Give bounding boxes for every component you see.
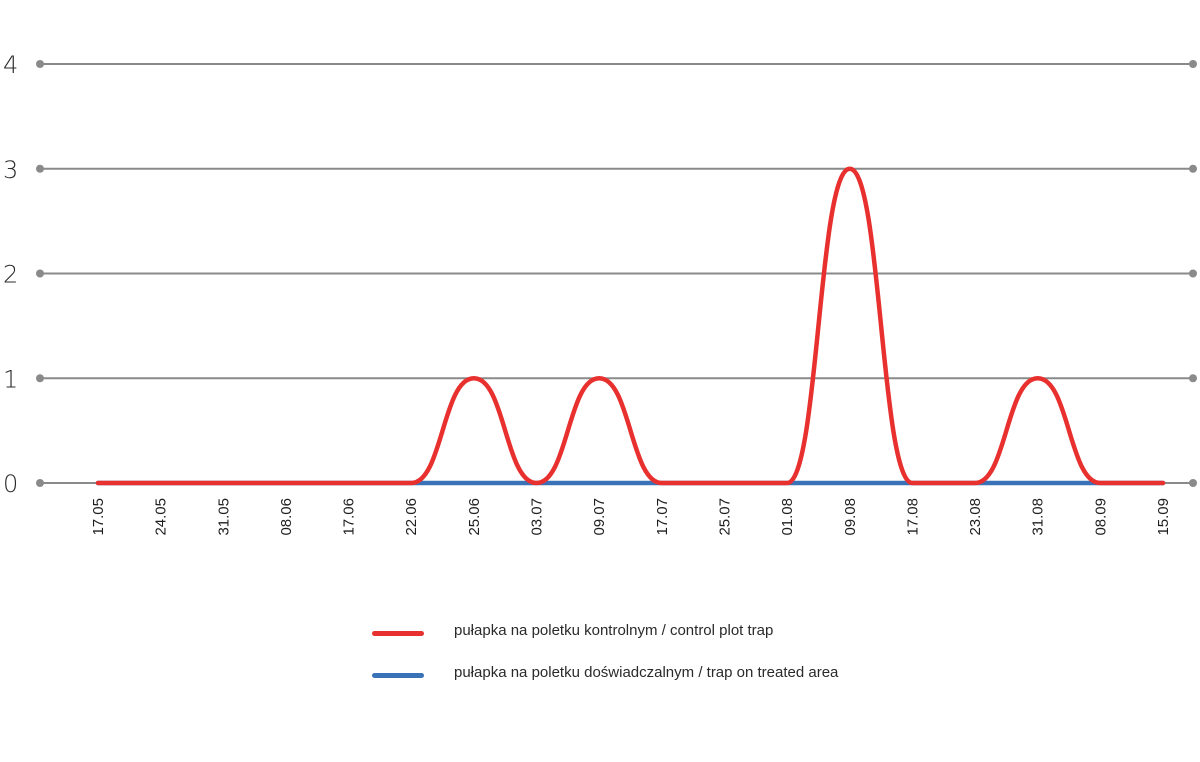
x-tick-label: 08.09 [1092,498,1109,536]
x-tick-label: 23.08 [967,498,984,536]
gridline-dot-right-4 [1189,60,1197,68]
x-tick-label: 31.08 [1030,498,1047,536]
x-tick-label: 08.06 [278,498,295,536]
series-line-control [95,166,1166,486]
x-tick-label: 17.07 [654,498,671,536]
legend-swatch-treated [372,673,424,678]
x-tick-label: 17.08 [904,498,921,536]
series-lines [95,166,1166,486]
x-tick-label: 22.06 [403,498,420,536]
gridline-dot-right-1 [1189,374,1197,383]
x-tick-label: 03.07 [529,498,546,536]
x-tick-label: 24.05 [153,498,170,536]
legend-swatch-control [372,631,424,636]
gridline-dot-left-4 [36,60,44,68]
legend: pułapka na poletku kontrolnym / control … [372,618,1072,702]
legend-item-treated: pułapka na poletku doświadczalnym / trap… [372,660,1072,702]
y-tick-label: 3 [3,156,18,184]
gridline-dot-left-2 [36,269,44,278]
x-axis-ticks: 17.05 24.05 31.05 08.06 17.06 22.06 25.06 03.07… [90,498,1172,536]
legend-label-control: pułapka na poletku kontrolnym / control … [454,622,774,639]
x-tick-label: 15.09 [1155,498,1172,536]
y-tick-label: 1 [3,365,18,393]
legend-item-control: pułapka na poletku kontrolnym / control … [372,618,1072,660]
chart: 0 1 2 3 4 17.05 24.05 31.05 08.06 17.06 22.06 25.0… [3,51,1197,536]
y-tick-label: 0 [3,470,18,498]
gridline-dot-right-0 [1189,479,1197,487]
x-tick-label: 17.06 [341,498,358,536]
y-tick-label: 4 [3,51,18,79]
x-tick-label: 25.07 [716,498,733,536]
grid-lines [36,60,1197,487]
gridline-dot-right-3 [1189,164,1197,173]
x-tick-label: 31.05 [215,498,232,536]
x-tick-label: 01.08 [779,498,796,536]
y-tick-label: 2 [3,261,18,289]
gridline-dot-left-3 [36,164,44,173]
x-tick-label: 09.07 [591,498,608,536]
x-tick-label: 17.05 [90,498,107,536]
gridline-dot-right-2 [1189,269,1197,278]
x-tick-label: 25.06 [466,498,483,536]
legend-label-treated: pułapka na poletku doświadczalnym / trap… [454,664,839,681]
y-axis-ticks: 0 1 2 3 4 [3,51,18,498]
gridline-dot-left-0 [36,479,44,487]
gridline-dot-left-1 [36,374,44,383]
x-tick-label: 09.08 [842,498,859,536]
